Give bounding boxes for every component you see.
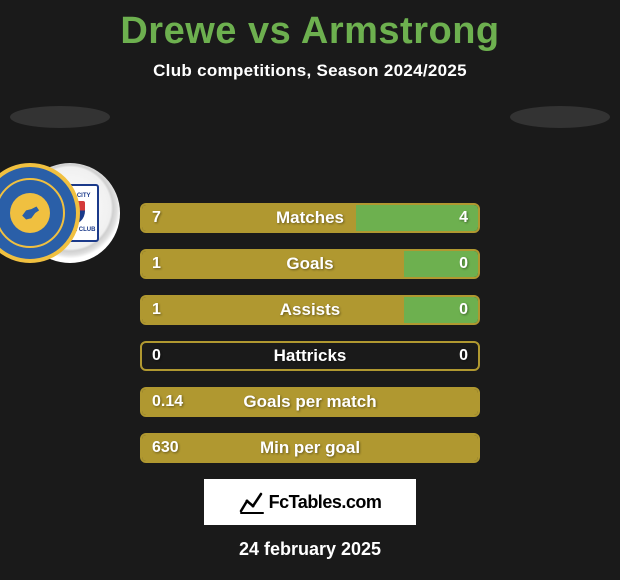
bar-fill-left <box>142 297 404 323</box>
stat-value-left: 1 <box>152 301 161 319</box>
stat-label: Matches <box>276 208 344 228</box>
stat-value-left: 1 <box>152 255 161 273</box>
crest-right-emblem <box>10 193 50 233</box>
stat-label: Assists <box>280 300 340 320</box>
stat-value-right: 0 <box>459 347 468 365</box>
stat-value-right: 0 <box>459 255 468 273</box>
stat-bars: 7 Matches 4 1 Goals 0 1 Assists 0 0 Hatt… <box>140 203 480 463</box>
stat-value-left: 0 <box>152 347 161 365</box>
shadow-left <box>10 106 110 128</box>
stat-label: Min per goal <box>260 438 360 458</box>
fctables-icon <box>239 489 265 515</box>
stat-value-right: 0 <box>459 301 468 319</box>
page-title: Drewe vs Armstrong <box>0 0 620 53</box>
stat-value-left: 0.14 <box>152 393 183 411</box>
comparison-area: OXFORD CITY FOOTBALL CLUB 7 Matches 4 1 … <box>0 103 620 560</box>
stat-row-matches: 7 Matches 4 <box>140 203 480 233</box>
stat-value-left: 7 <box>152 209 161 227</box>
stat-label: Hattricks <box>274 346 347 366</box>
bar-fill-left <box>142 251 404 277</box>
stat-value-right: 4 <box>459 209 468 227</box>
date-label: 24 february 2025 <box>0 539 620 560</box>
fctables-logo: FcTables.com <box>204 479 416 525</box>
stat-label: Goals <box>286 254 333 274</box>
shadow-right <box>510 106 610 128</box>
stat-label: Goals per match <box>243 392 376 412</box>
stat-row-assists: 1 Assists 0 <box>140 295 480 325</box>
stat-row-goals: 1 Goals 0 <box>140 249 480 279</box>
stat-value-left: 630 <box>152 439 179 457</box>
subtitle: Club competitions, Season 2024/2025 <box>0 61 620 81</box>
crest-right-bird-icon <box>17 200 43 226</box>
stat-row-goals-per-match: 0.14 Goals per match <box>140 387 480 417</box>
stat-row-min-per-goal: 630 Min per goal <box>140 433 480 463</box>
fctables-text: FcTables.com <box>269 492 382 513</box>
stat-row-hattricks: 0 Hattricks 0 <box>140 341 480 371</box>
crest-right-ring <box>0 178 65 248</box>
